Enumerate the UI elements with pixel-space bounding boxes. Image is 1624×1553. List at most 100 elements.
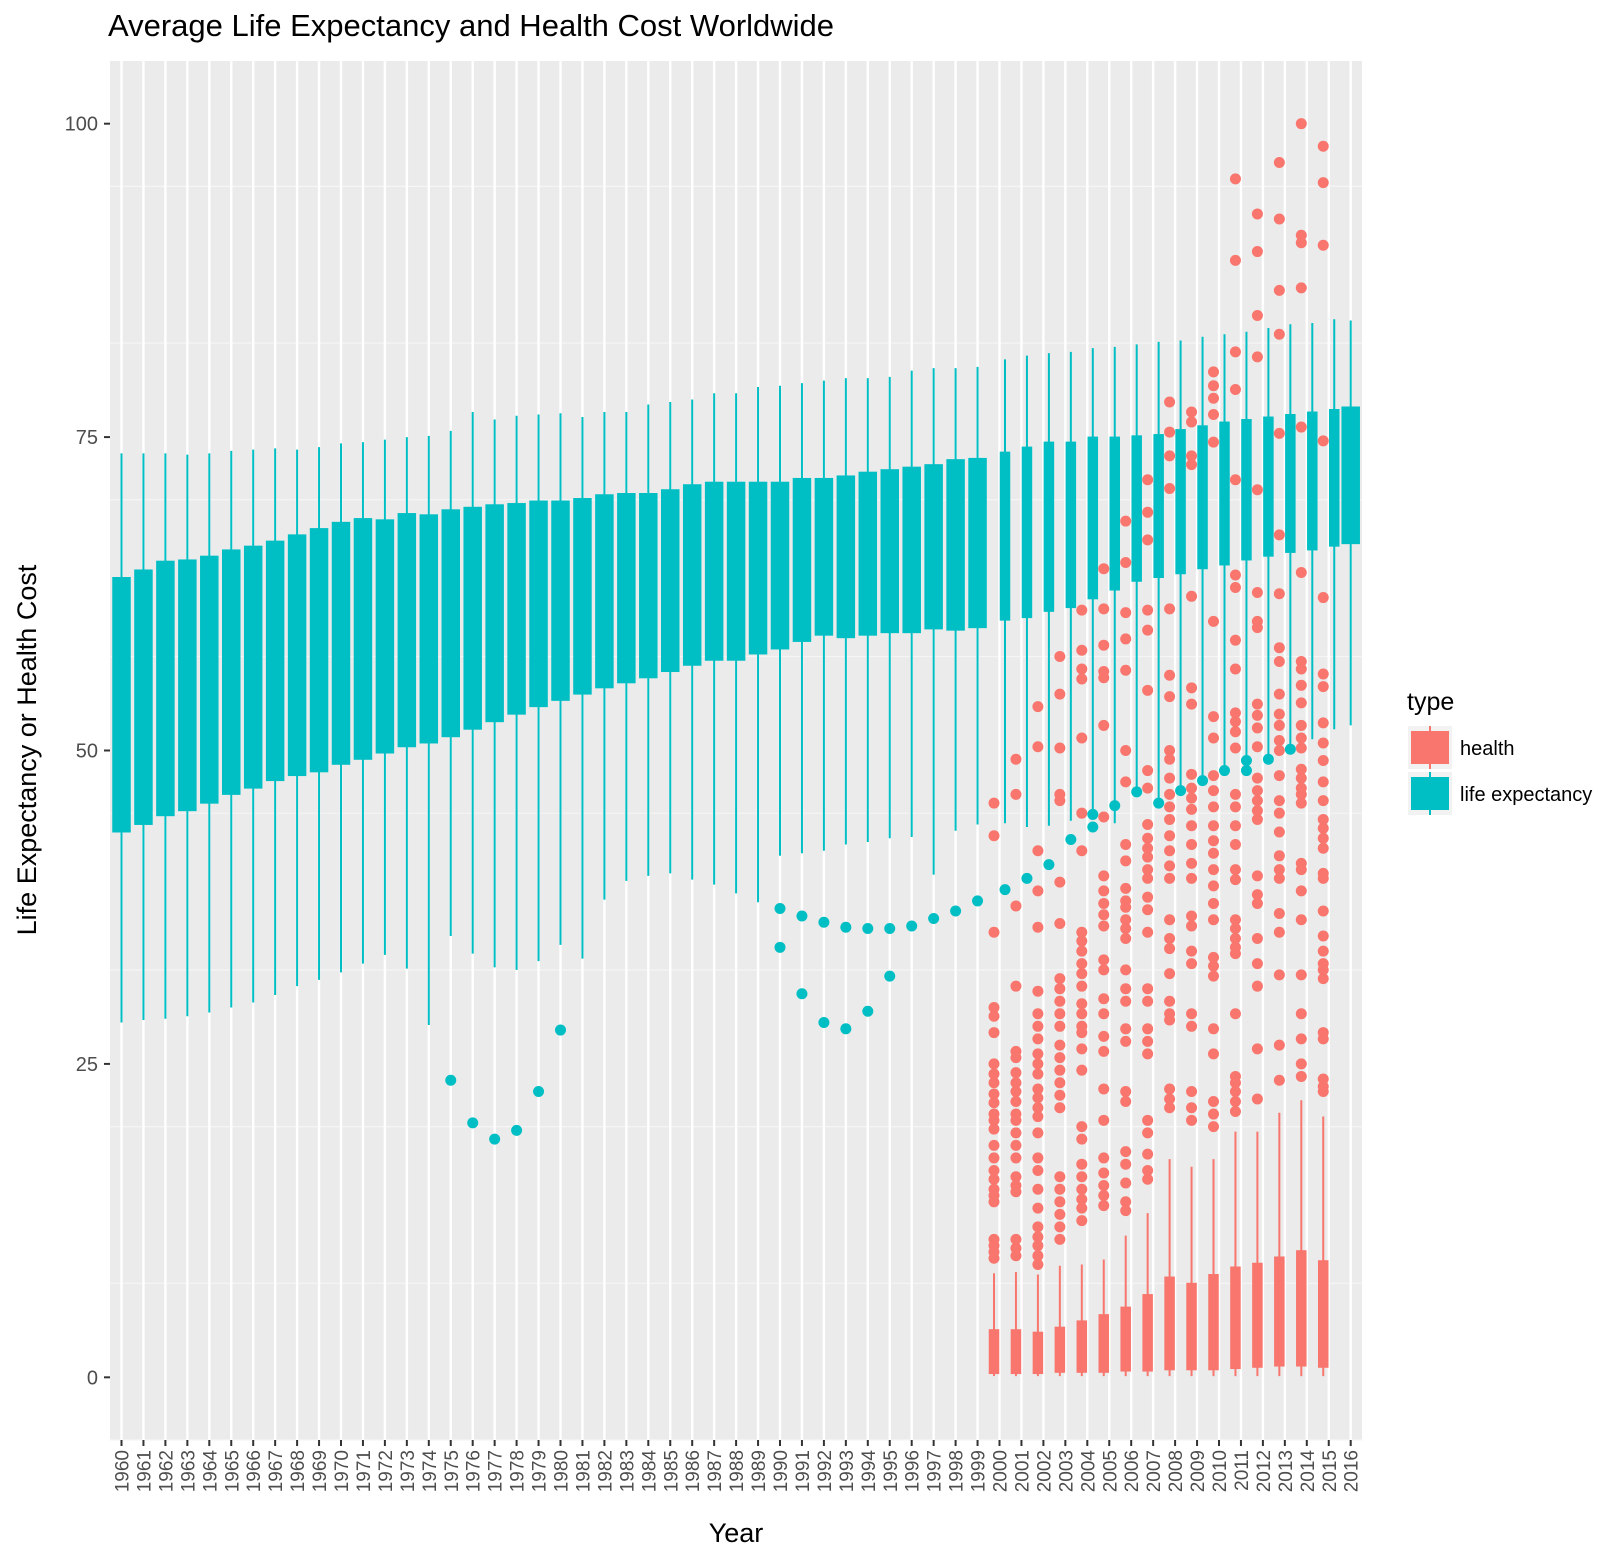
- health-outlier-point: [1098, 954, 1110, 966]
- health-outlier-point: [988, 1068, 1000, 1080]
- health-outlier-point: [1273, 655, 1285, 667]
- x-tick-label: 2008: [1166, 1450, 1187, 1492]
- health-outlier-point: [1120, 882, 1132, 894]
- life-expectancy-box: [1241, 419, 1252, 561]
- health-outlier-point: [1208, 1048, 1219, 1060]
- health-outlier-point: [1164, 1102, 1176, 1114]
- health-outlier-point: [1186, 782, 1198, 794]
- x-tick-label: 2014: [1298, 1450, 1319, 1493]
- health-outlier-point: [1273, 850, 1285, 862]
- life-expectancy-box: [1219, 421, 1230, 566]
- life-expectancy-box: [243, 545, 263, 789]
- life-expectancy-outlier-point: [862, 1005, 874, 1017]
- health-outlier-point: [1229, 346, 1241, 358]
- health-outlier-point: [1186, 698, 1198, 710]
- health-outlier-point: [988, 1027, 1000, 1039]
- life-expectancy-box: [112, 576, 131, 833]
- health-outlier-point: [1142, 872, 1154, 884]
- x-tick-label: 1977: [486, 1450, 507, 1492]
- health-outlier-point: [1054, 742, 1066, 754]
- health-outlier-point: [1098, 964, 1110, 976]
- health-outlier-point: [1054, 983, 1066, 995]
- health-outlier-point: [1295, 969, 1307, 981]
- health-outlier-point: [1208, 785, 1219, 797]
- health-outlier-point: [1076, 1171, 1088, 1183]
- x-tick-label: 2015: [1320, 1450, 1341, 1492]
- health-outlier-point: [1186, 590, 1198, 602]
- health-outlier-point: [1032, 1127, 1044, 1139]
- x-tick-label: 1990: [771, 1450, 792, 1492]
- x-tick-label: 1973: [398, 1450, 419, 1492]
- x-tick-label: 1986: [683, 1450, 704, 1492]
- health-box: [1164, 1276, 1175, 1371]
- health-outlier-point: [1208, 820, 1219, 832]
- health-outlier-point: [1229, 716, 1241, 728]
- health-outlier-point: [1273, 688, 1285, 700]
- health-outlier-point: [1164, 426, 1176, 438]
- health-outlier-point: [1120, 1177, 1132, 1189]
- health-outlier-point: [1076, 845, 1088, 857]
- health-outlier-point: [1164, 872, 1176, 884]
- health-outlier-point: [1142, 995, 1154, 1007]
- health-outlier-point: [1251, 622, 1263, 634]
- life-expectancy-outlier-point: [1021, 872, 1033, 884]
- health-outlier-point: [1317, 842, 1329, 854]
- health-outlier-point: [1164, 745, 1176, 756]
- health-outlier-point: [1098, 1030, 1110, 1042]
- health-box: [1120, 1306, 1131, 1372]
- x-tick-label: 2000: [991, 1450, 1012, 1492]
- health-outlier-point: [1098, 639, 1110, 651]
- health-outlier-point: [1317, 717, 1329, 729]
- health-outlier-point: [1186, 768, 1198, 780]
- health-outlier-point: [1076, 1133, 1088, 1145]
- health-outlier-point: [1032, 1058, 1044, 1070]
- health-outlier-point: [988, 1173, 1000, 1185]
- health-outlier-point: [1076, 644, 1088, 656]
- health-outlier-point: [1054, 795, 1066, 807]
- health-outlier-point: [1120, 1085, 1132, 1097]
- health-outlier-point: [1208, 1108, 1219, 1120]
- health-outlier-point: [1229, 634, 1241, 646]
- life-expectancy-outlier-point: [796, 910, 808, 922]
- health-outlier-point: [1032, 845, 1044, 857]
- health-outlier-point: [1010, 1127, 1022, 1139]
- health-outlier-point: [1098, 920, 1110, 932]
- life-expectancy-box: [880, 469, 899, 634]
- life-expectancy-box: [858, 471, 878, 636]
- health-outlier-point: [1142, 1164, 1154, 1176]
- health-outlier-point: [1120, 1146, 1132, 1158]
- health-box: [1098, 1314, 1109, 1373]
- health-outlier-point: [1208, 880, 1219, 892]
- health-outlier-point: [1076, 1008, 1088, 1020]
- health-outlier-point: [1120, 933, 1132, 945]
- health-outlier-point: [1120, 1205, 1132, 1217]
- x-tick-label: 1999: [969, 1450, 990, 1492]
- x-tick-label: 1991: [793, 1450, 814, 1492]
- life-expectancy-box: [946, 459, 965, 631]
- health-outlier-point: [1317, 1033, 1329, 1045]
- health-outlier-point: [1295, 732, 1307, 744]
- life-expectancy-box: [1307, 411, 1318, 551]
- health-outlier-point: [1208, 951, 1219, 963]
- health-outlier-point: [1229, 801, 1241, 813]
- health-outlier-point: [1295, 763, 1307, 775]
- health-outlier-point: [1229, 788, 1241, 800]
- legend-title: type: [1407, 688, 1454, 716]
- health-outlier-point: [1317, 813, 1329, 825]
- health-outlier-point: [1076, 935, 1088, 947]
- x-tick-label: 2005: [1100, 1450, 1121, 1492]
- health-outlier-point: [1120, 1196, 1132, 1208]
- health-outlier-point: [1032, 1202, 1044, 1214]
- health-outlier-point: [1120, 1035, 1132, 1047]
- health-outlier-point: [1208, 864, 1219, 876]
- health-outlier-point: [1032, 1020, 1044, 1032]
- health-outlier-point: [1273, 926, 1285, 938]
- health-outlier-point: [1295, 655, 1307, 667]
- health-outlier-point: [1098, 1008, 1110, 1020]
- health-outlier-point: [988, 1114, 1000, 1126]
- health-outlier-point: [1032, 741, 1044, 753]
- health-outlier-point: [1098, 1152, 1110, 1164]
- health-outlier-point: [1273, 284, 1285, 296]
- health-outlier-point: [1273, 529, 1285, 541]
